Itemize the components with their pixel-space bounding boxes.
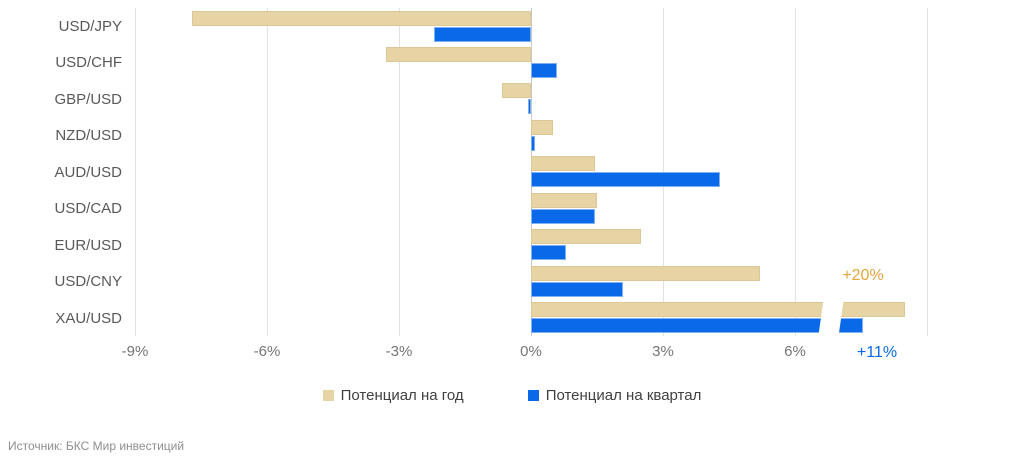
category-label-aud-usd: AUD/USD [54,163,122,181]
bar-quarter-usd-chf [531,62,558,78]
x-tick-label: -6% [253,343,281,360]
category-label-xau-usd: XAU/USD [55,309,122,327]
annotation-year-potential: +20% [842,267,884,284]
bar-year-gbp-usd [502,83,531,99]
bar-year-usd-jpy [192,10,531,26]
bar-quarter-nzd-usd [531,135,536,151]
bar-year-usd-cny [531,265,760,281]
bar-quarter-usd-cny [531,281,624,297]
x-tick-label: 6% [784,343,806,360]
bar-quarter-aud-usd [531,172,721,188]
category-label-usd-cny: USD/CNY [54,273,122,291]
x-tick-label: -9% [121,343,149,360]
x-tick-label: 0% [520,343,542,360]
legend: Потенциал на год Потенциал на квартал [0,387,1024,404]
bar-year-usd-cad [531,192,597,208]
bar-quarter-xau-usd [531,318,864,334]
category-label-usd-jpy: USD/JPY [58,18,122,35]
bar-year-aud-usd [531,156,595,172]
category-label-nzd-usd: NZD/USD [55,127,122,145]
bar-year-usd-chf [385,46,531,62]
gridline [795,8,796,336]
bar-year-nzd-usd [531,119,553,135]
source-note: Источник: БКС Мир инвестиций [8,439,185,453]
category-label-usd-cad: USD/CAD [54,200,122,218]
gridline [135,8,136,336]
category-label-usd-chf: USD/CHF [55,54,122,72]
x-tick-label: -3% [385,343,413,360]
legend-swatch-year-icon [322,390,334,401]
gridline [267,8,268,336]
bar-year-eur-usd [531,229,641,245]
category-label-eur-usd: EUR/USD [54,236,122,254]
bar-quarter-eur-usd [531,245,567,261]
plot-area [135,8,928,339]
bar-year-xau-usd [531,302,905,318]
x-tick-label: 3% [652,343,674,360]
bar-quarter-usd-cad [531,208,595,224]
legend-swatch-quarter-icon [527,390,539,401]
legend-item-year: Потенциал на год [322,387,464,404]
gridline [663,8,664,336]
legend-label-year: Потенциал на год [340,387,464,404]
zero-gridline [531,8,532,336]
bar-quarter-gbp-usd [528,99,531,115]
gridline [399,8,400,336]
category-label-gbp-usd: GBP/USD [54,90,122,108]
bar-quarter-usd-jpy [434,26,531,42]
annotation-quarter-potential: +11% [856,344,898,361]
gridline [927,8,928,336]
legend-item-quarter: Потенциал на квартал [527,387,702,404]
legend-label-quarter: Потенциал на квартал [545,387,702,404]
